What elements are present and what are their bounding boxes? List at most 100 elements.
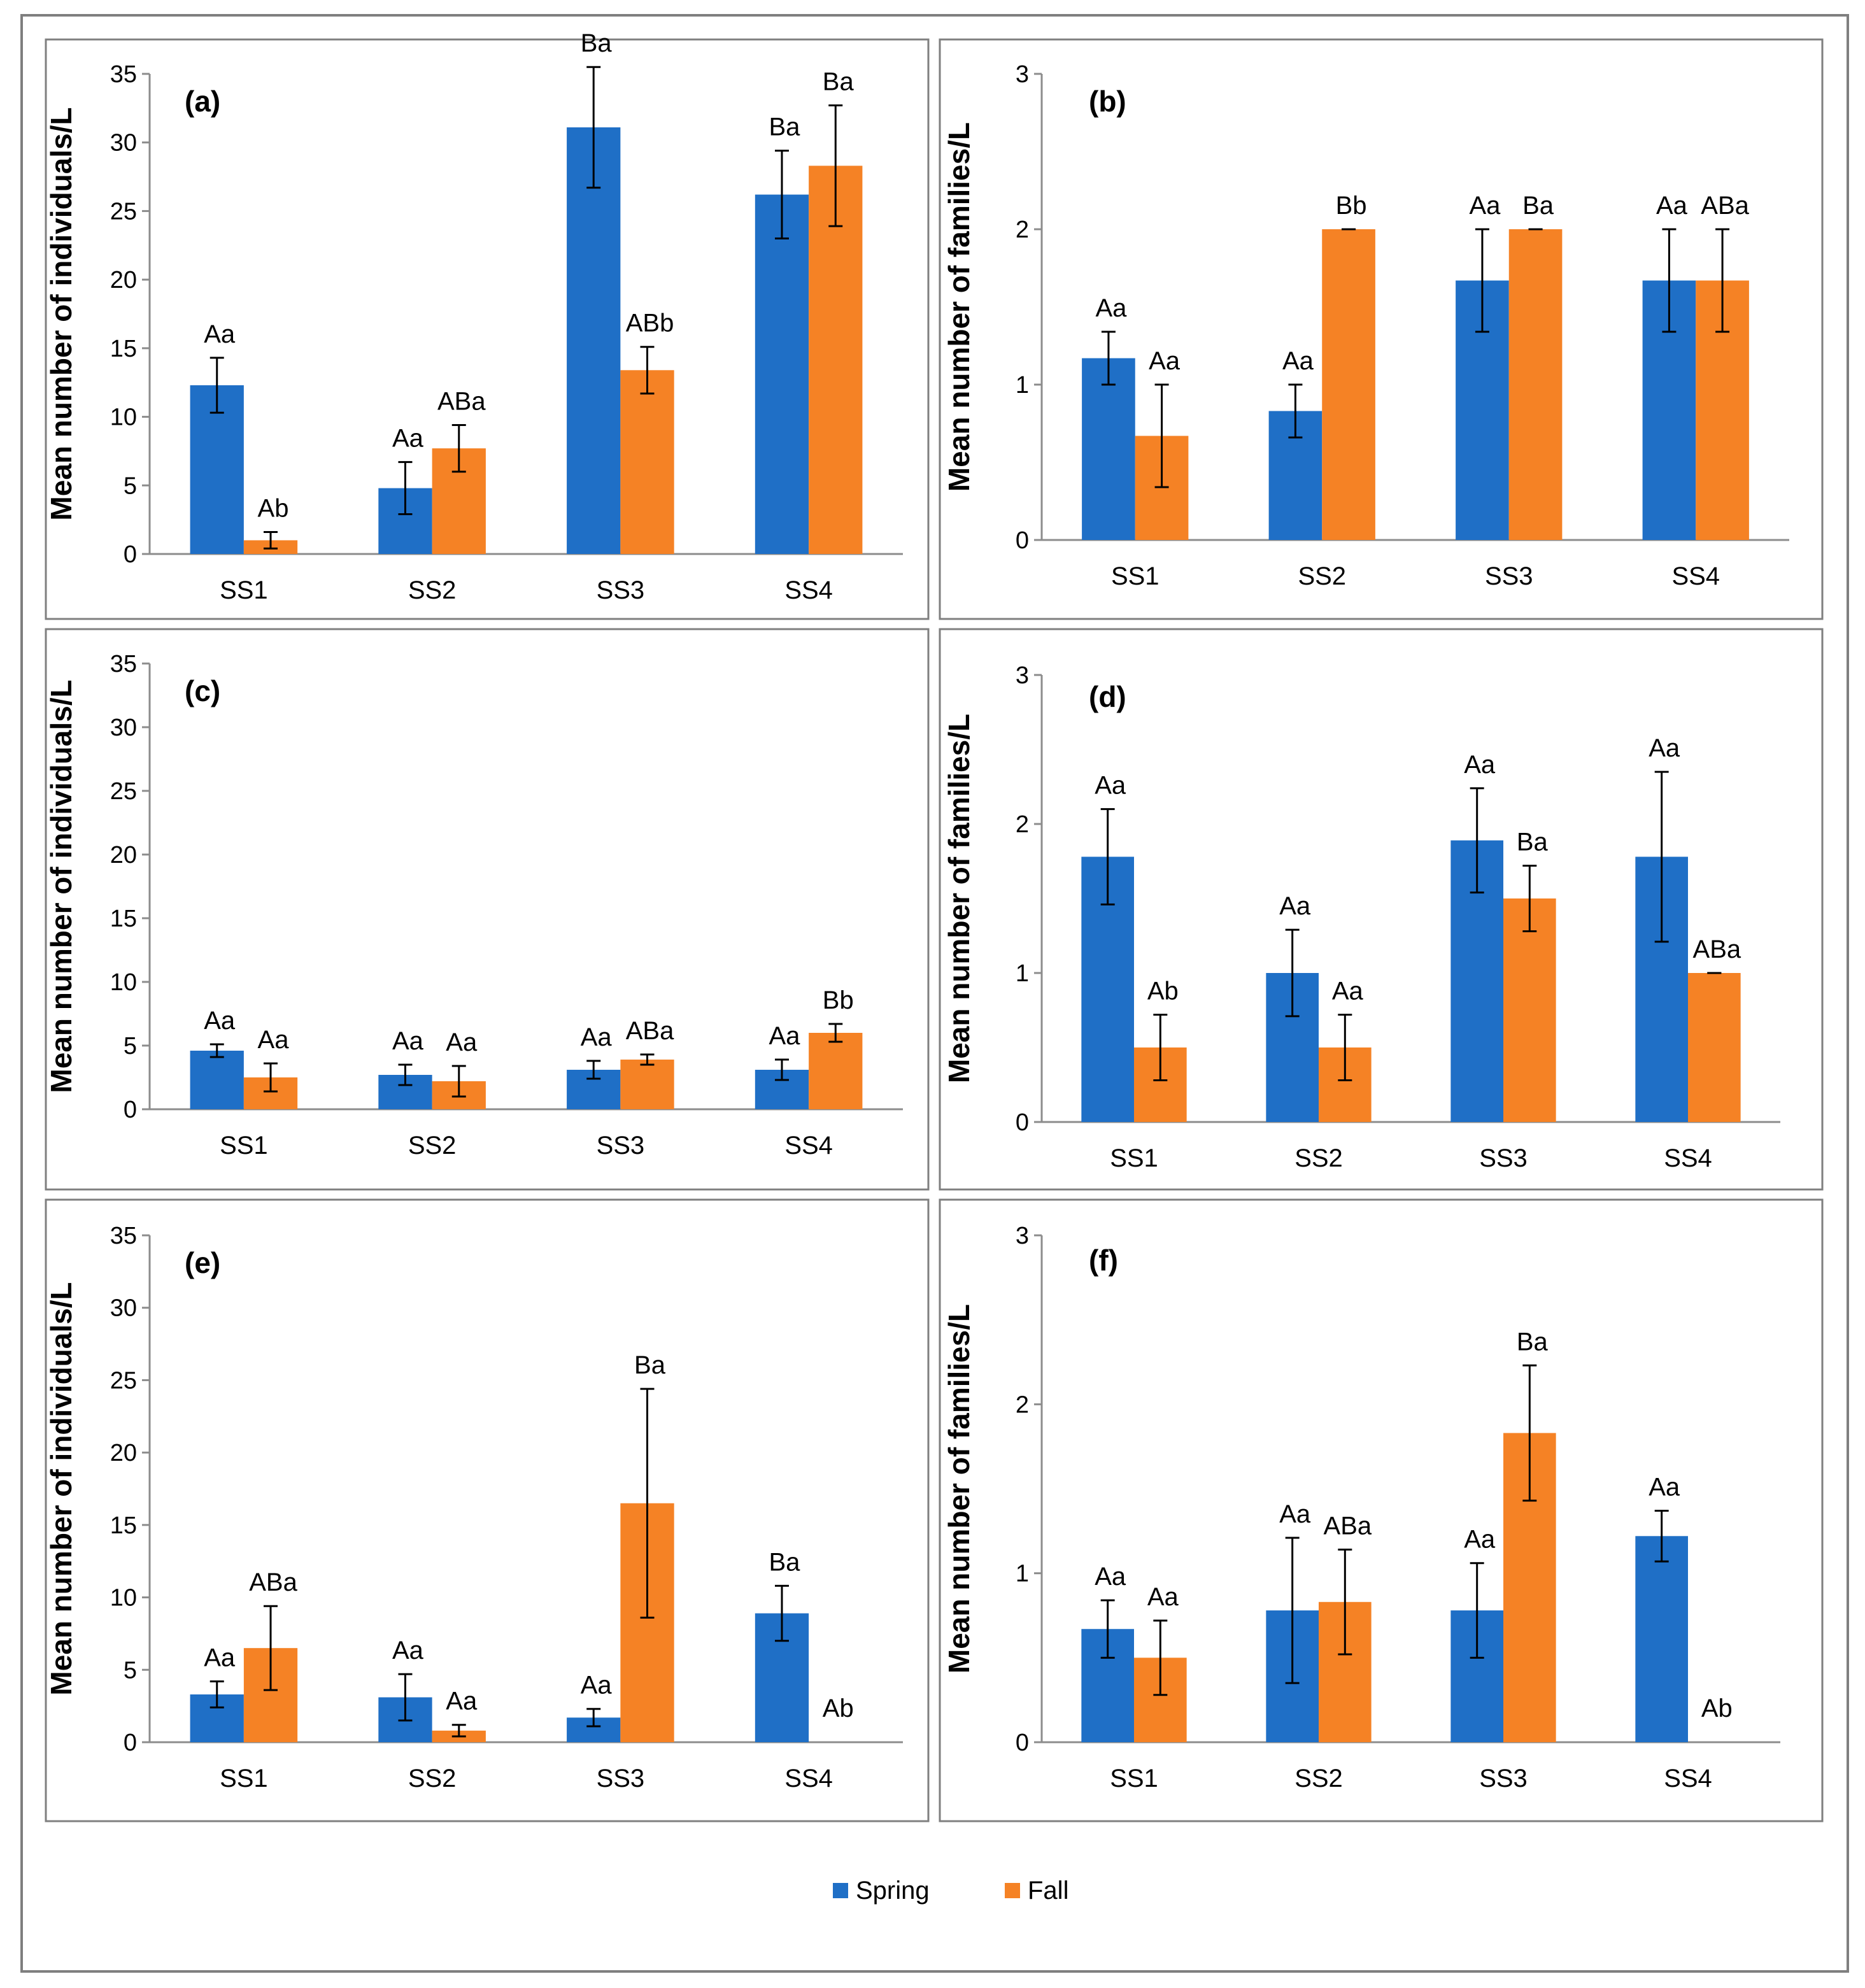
spring-significance-label: Aa <box>1279 892 1311 920</box>
y-tick-label: 10 <box>110 1585 137 1612</box>
y-axis-title: Mean number of individuals/L <box>45 107 78 520</box>
spring-significance-label: Aa <box>1279 1500 1311 1528</box>
fall-significance-label: ABa <box>626 1017 674 1045</box>
y-tick-label: 1 <box>1016 372 1029 399</box>
spring-significance-label: Aa <box>1656 192 1688 220</box>
y-tick-label: 20 <box>110 267 137 294</box>
y-tick-label: 25 <box>110 1367 137 1394</box>
y-tick-label: 20 <box>110 842 137 869</box>
panel-label: (c) <box>185 674 220 707</box>
y-tick-label: 2 <box>1016 1391 1029 1418</box>
fall-bar <box>1688 973 1741 1122</box>
y-tick-label: 2 <box>1016 217 1029 243</box>
fall-significance-label: Aa <box>446 1028 478 1056</box>
x-tick-label: SS2 <box>1298 562 1346 590</box>
y-tick-label: 30 <box>110 130 137 157</box>
fall-significance-label: Ab <box>823 1694 854 1722</box>
y-tick-label: 20 <box>110 1440 137 1466</box>
y-tick-label: 25 <box>110 778 137 805</box>
fall-significance-label: Bb <box>823 986 854 1014</box>
spring-significance-label: Aa <box>204 1007 236 1035</box>
y-tick-label: 10 <box>110 969 137 996</box>
panel-label: (e) <box>185 1246 220 1279</box>
spring-significance-label: Aa <box>204 1644 236 1672</box>
x-tick-label: SS2 <box>408 576 457 604</box>
fall-bar <box>1508 229 1563 540</box>
x-tick-label: SS2 <box>1294 1144 1343 1172</box>
x-tick-label: SS1 <box>220 576 268 604</box>
fall-significance-label: Ba <box>1522 192 1554 220</box>
panel-label: (a) <box>185 85 220 118</box>
fall-bar <box>809 1033 863 1109</box>
fall-significance-label: Ab <box>1147 977 1179 1005</box>
fall-bar <box>1503 898 1556 1122</box>
panel-label: (d) <box>1089 680 1126 713</box>
y-tick-label: 1 <box>1016 1561 1029 1587</box>
y-tick-label: 0 <box>124 1729 137 1756</box>
legend-label-fall: Fall <box>1028 1877 1068 1905</box>
fall-significance-label: ABa <box>249 1568 297 1596</box>
spring-significance-label: Aa <box>1282 347 1314 375</box>
fall-significance-label: ABa <box>1693 935 1741 963</box>
y-tick-label: 2 <box>1016 811 1029 838</box>
fall-bar <box>809 166 863 554</box>
legend-swatch-fall <box>1005 1883 1020 1898</box>
x-tick-label: SS3 <box>597 1132 645 1160</box>
fall-significance-label: Ab <box>1701 1694 1733 1722</box>
x-tick-label: SS3 <box>597 576 645 604</box>
chart-panel-3: 0 5 10 15 20 25 30 35 Mean number of individuals… <box>45 628 930 1191</box>
y-tick-label: 5 <box>124 1657 137 1684</box>
chart-panel-2: 0 1 2 3 Mean number of families/L (b) SS1 Aa Aa S… <box>939 38 1824 620</box>
fall-significance-label: Ba <box>1517 828 1549 856</box>
x-tick-label: SS4 <box>1671 562 1720 590</box>
y-tick-label: 10 <box>110 404 137 431</box>
x-tick-label: SS4 <box>1664 1764 1712 1793</box>
y-tick-label: 0 <box>1016 1729 1029 1756</box>
x-tick-label: SS2 <box>408 1764 457 1793</box>
spring-bar <box>755 194 809 554</box>
fall-significance-label: Aa <box>1147 1583 1179 1611</box>
legend: Spring Fall <box>833 1877 1068 1905</box>
panel-label: (b) <box>1089 85 1126 118</box>
y-tick-label: 1 <box>1016 960 1029 987</box>
fall-significance-label: Aa <box>258 1026 290 1054</box>
y-axis-title: Mean number of families/L <box>942 122 975 492</box>
spring-significance-label: Aa <box>1464 1526 1496 1554</box>
fall-significance-label: Ba <box>634 1351 666 1379</box>
y-tick-label: 3 <box>1016 1223 1029 1249</box>
y-tick-label: 15 <box>110 336 137 362</box>
x-tick-label: SS1 <box>1110 1144 1158 1172</box>
fall-significance-label: Aa <box>446 1687 478 1715</box>
spring-significance-label: Ba <box>581 29 613 57</box>
fall-significance-label: Ab <box>258 495 289 523</box>
spring-significance-label: Aa <box>392 1637 424 1665</box>
spring-significance-label: Aa <box>204 320 236 348</box>
chart-panel-1: 0 5 10 15 20 25 30 35 Mean number of individuals… <box>45 29 930 620</box>
spring-significance-label: Aa <box>1649 1473 1680 1501</box>
spring-bar <box>567 127 621 554</box>
y-axis-title: Mean number of families/L <box>942 714 975 1083</box>
y-tick-label: 0 <box>124 1097 137 1123</box>
y-tick-label: 3 <box>1016 61 1029 88</box>
y-tick-label: 5 <box>124 1033 137 1060</box>
y-tick-label: 35 <box>110 61 137 88</box>
spring-significance-label: Aa <box>392 1027 424 1055</box>
spring-significance-label: Aa <box>1095 1563 1126 1591</box>
spring-significance-label: Aa <box>392 425 424 453</box>
y-tick-label: 35 <box>110 1223 137 1249</box>
fall-significance-label: ABa <box>437 387 486 415</box>
panel-label: (f) <box>1089 1244 1118 1277</box>
y-tick-label: 3 <box>1016 662 1029 689</box>
fall-significance-label: Ba <box>1517 1328 1549 1356</box>
fall-significance-label: Bb <box>1336 192 1367 220</box>
fall-bar <box>1322 229 1375 540</box>
fall-significance-label: Ba <box>823 68 854 96</box>
x-tick-label: SS4 <box>784 1764 833 1793</box>
fall-bar <box>620 370 674 554</box>
x-tick-label: SS4 <box>1664 1144 1712 1172</box>
x-tick-label: SS2 <box>408 1132 457 1160</box>
spring-bar <box>1082 358 1135 540</box>
x-tick-label: SS1 <box>1111 562 1159 590</box>
y-tick-label: 25 <box>110 198 137 225</box>
